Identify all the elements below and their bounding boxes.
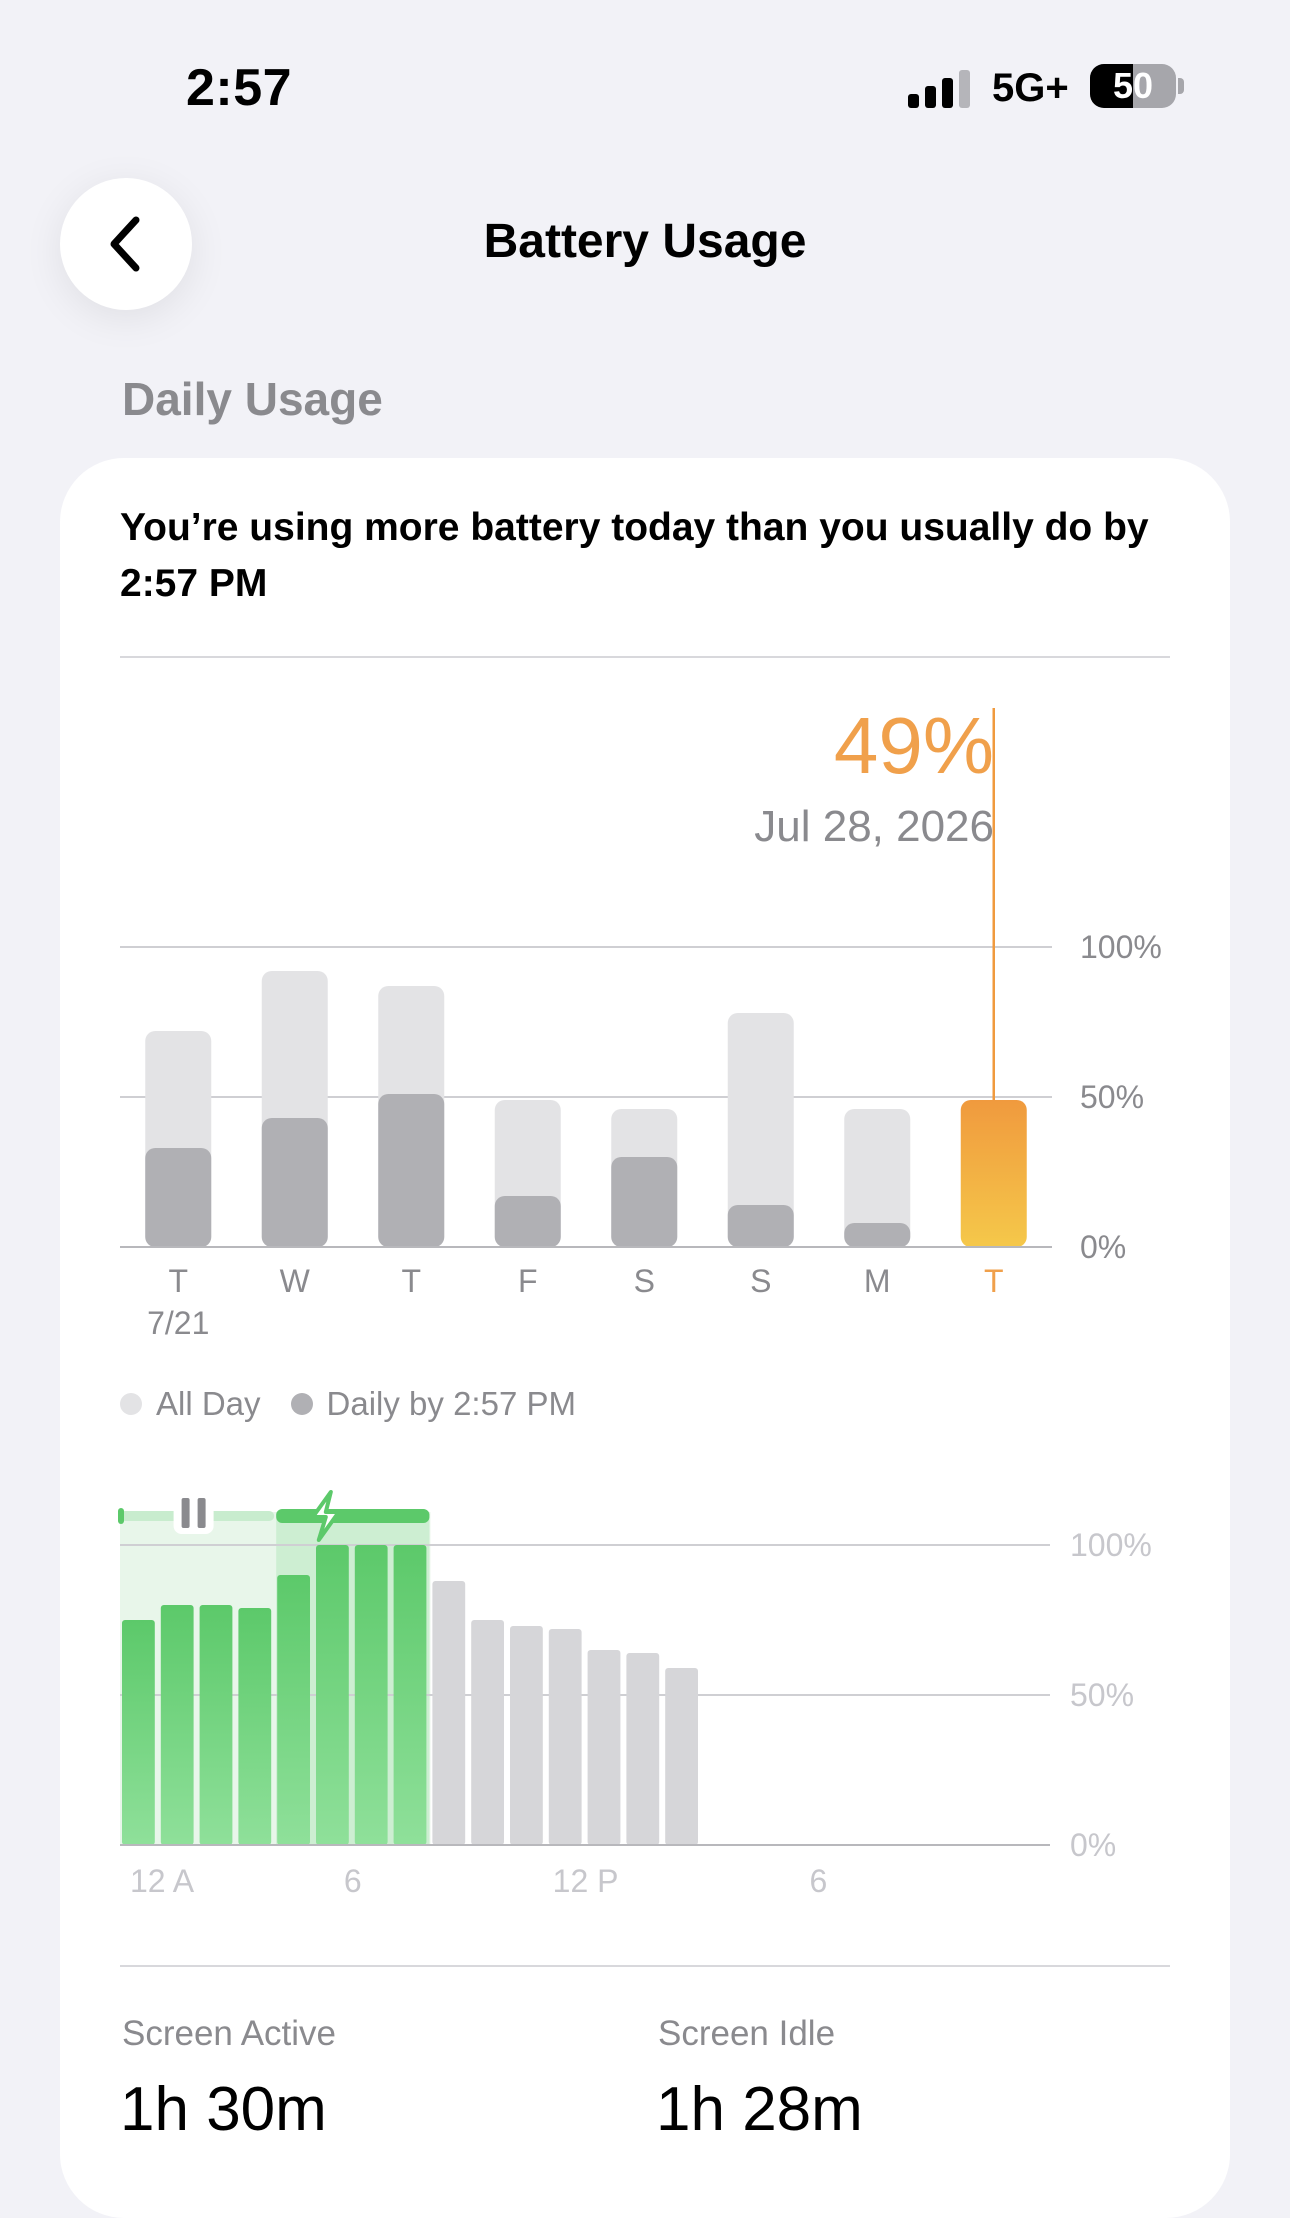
x-tick-label: F bbox=[518, 1263, 538, 1299]
battery-level-bar bbox=[548, 1629, 582, 1845]
divider bbox=[120, 656, 1170, 658]
battery-level-chart[interactable]: 100% 50% 0% 12 A 6 12 P 6 bbox=[0, 0, 1290, 1930]
bar-daily-by bbox=[727, 1205, 794, 1247]
x-tick-label: 12 P bbox=[553, 1863, 619, 1899]
bar-daily-by bbox=[261, 1118, 328, 1247]
legend-label-all-day: All Day bbox=[156, 1385, 261, 1422]
battery-percent: 50 bbox=[1112, 65, 1154, 106]
selected-percent: 49% bbox=[833, 701, 994, 790]
screen-idle-label: Screen Idle bbox=[658, 2014, 836, 2053]
x-tick-label: W bbox=[280, 1263, 311, 1299]
y-tick-label: 50% bbox=[1070, 1677, 1134, 1713]
battery-level-bar bbox=[316, 1545, 349, 1845]
battery-level-bar bbox=[122, 1620, 155, 1845]
x-tick-label: 6 bbox=[344, 1863, 362, 1899]
y-tick-label: 100% bbox=[1080, 929, 1162, 965]
x-tick-label: T bbox=[984, 1263, 1004, 1299]
bar-daily-by bbox=[494, 1196, 561, 1247]
legend-label-daily-by: Daily by 2:57 PM bbox=[326, 1385, 576, 1422]
range-start-tick bbox=[118, 1508, 124, 1524]
screen-active-label: Screen Active bbox=[122, 2014, 336, 2053]
legend-dot-all-day bbox=[120, 1393, 142, 1415]
chart-legend: All Day Daily by 2:57 PM bbox=[120, 1385, 606, 1423]
divider bbox=[120, 1965, 1170, 1967]
battery-level-bar bbox=[471, 1620, 504, 1845]
battery-level-bar bbox=[199, 1605, 233, 1845]
y-tick-label: 50% bbox=[1080, 1079, 1144, 1115]
signal-icon bbox=[908, 70, 970, 108]
bar-all-day bbox=[844, 1109, 911, 1247]
battery-level-bar bbox=[665, 1668, 698, 1845]
battery-level-bar bbox=[354, 1545, 388, 1845]
bar-all-day bbox=[727, 1013, 794, 1247]
charging-strip bbox=[276, 1509, 430, 1523]
x-tick-label: 12 A bbox=[130, 1863, 195, 1899]
x-tick-label: S bbox=[634, 1263, 655, 1299]
battery-level-bar bbox=[432, 1581, 466, 1845]
screen-active-value: 1h 30m bbox=[120, 2075, 327, 2144]
legend-dot-daily-by bbox=[290, 1393, 313, 1415]
chevron-left-icon bbox=[110, 216, 140, 272]
battery-level-bar bbox=[510, 1626, 543, 1845]
x-tick-label: S bbox=[750, 1263, 771, 1299]
x-tick-label: T bbox=[401, 1263, 421, 1299]
usage-card bbox=[60, 458, 1230, 2218]
bar-daily-by bbox=[844, 1223, 911, 1247]
battery-level-bar bbox=[160, 1605, 194, 1845]
network-type: 5G+ bbox=[992, 66, 1069, 110]
status-time: 2:57 bbox=[186, 59, 293, 117]
battery-level-bar bbox=[393, 1545, 427, 1845]
pause-icon-bg bbox=[173, 1494, 214, 1534]
y-tick-label: 100% bbox=[1070, 1527, 1152, 1563]
x-tick-label: 6 bbox=[810, 1863, 828, 1899]
insight-text: You’re using more battery today than you… bbox=[120, 506, 1149, 605]
x-tick-label: T bbox=[168, 1263, 188, 1299]
section-header: Daily Usage bbox=[122, 373, 383, 425]
legend-all-day: All Day bbox=[120, 1385, 261, 1423]
bar-daily-by bbox=[145, 1148, 212, 1247]
page-title: Battery Usage bbox=[483, 215, 807, 268]
legend-daily-by: Daily by 2:57 PM bbox=[290, 1385, 576, 1423]
battery-cap bbox=[1178, 78, 1184, 94]
battery-level-bar bbox=[626, 1653, 660, 1845]
charging-bolt-icon bbox=[310, 1490, 341, 1542]
x-tick-sublabel: 7/21 bbox=[147, 1305, 209, 1341]
bar-daily-by bbox=[378, 1094, 445, 1247]
battery-level-bar bbox=[238, 1608, 272, 1845]
battery-level-bar bbox=[277, 1575, 310, 1845]
selected-date: Jul 28, 2026 bbox=[754, 802, 994, 851]
pause-icon bbox=[181, 1498, 190, 1528]
battery-level-bar bbox=[587, 1650, 621, 1845]
bar-selected bbox=[960, 1100, 1027, 1247]
screen-idle-value: 1h 28m bbox=[656, 2075, 863, 2144]
daily-usage-chart[interactable]: 100% 50% 0% T 7/21 W T F S S M T bbox=[0, 0, 1290, 1360]
battery-icon: 50 bbox=[1090, 64, 1176, 108]
bar-daily-by bbox=[611, 1157, 678, 1247]
y-tick-label: 0% bbox=[1070, 1827, 1116, 1863]
back-button[interactable] bbox=[60, 178, 192, 310]
pause-icon bbox=[197, 1498, 206, 1528]
y-tick-label: 0% bbox=[1080, 1229, 1126, 1265]
x-tick-label: M bbox=[864, 1263, 891, 1299]
